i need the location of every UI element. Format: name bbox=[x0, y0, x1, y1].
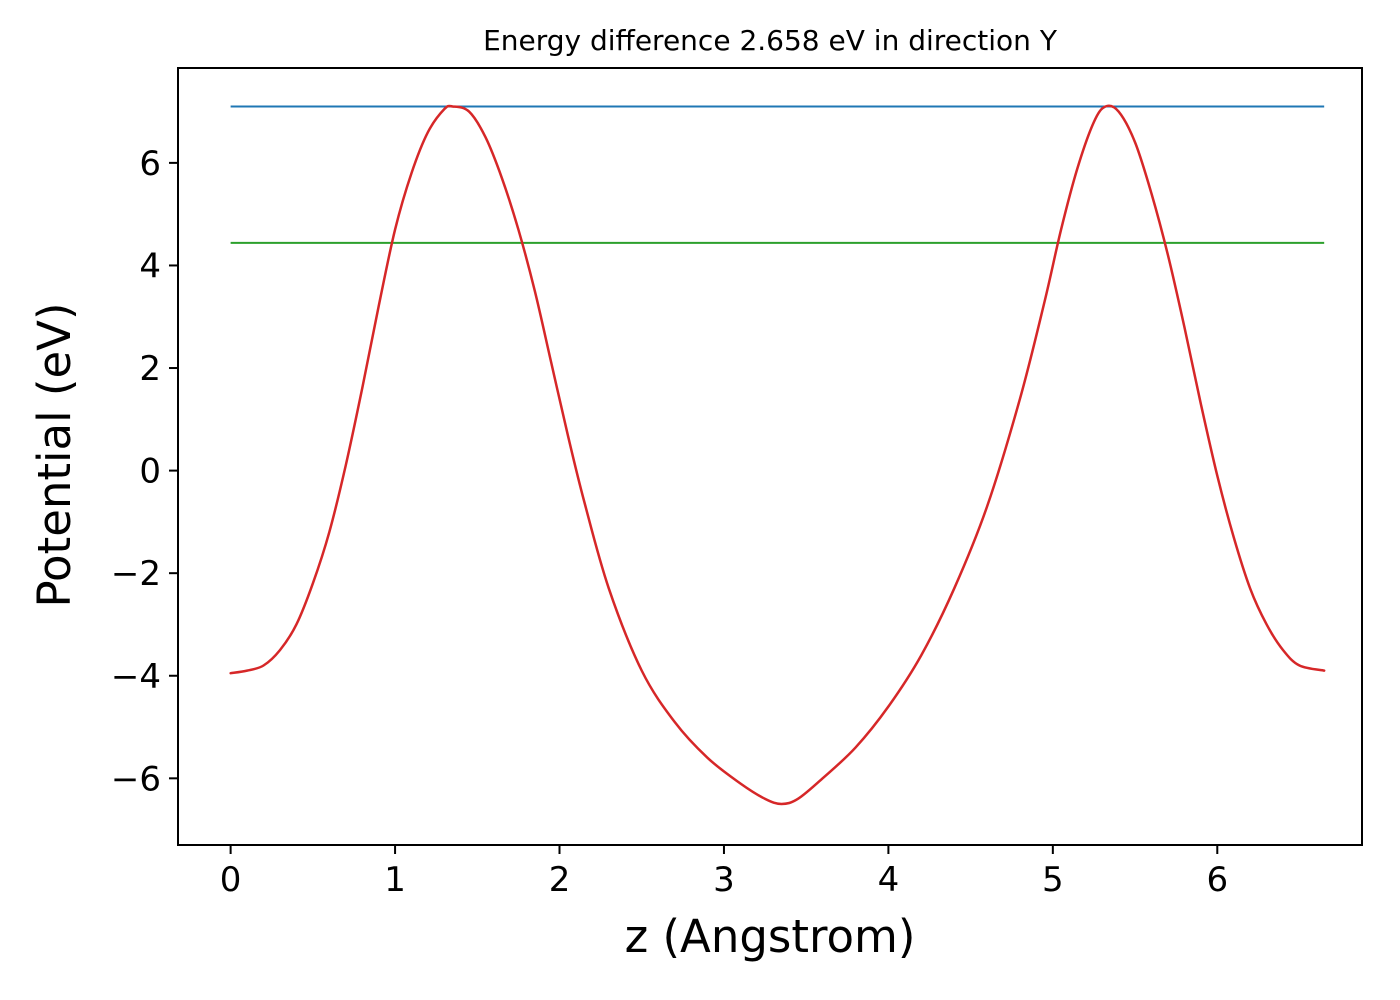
x-tick-label: 3 bbox=[713, 860, 735, 900]
x-tick-label: 6 bbox=[1206, 860, 1228, 900]
y-tick-label: 6 bbox=[139, 144, 161, 184]
y-axis-label: Potential (eV) bbox=[28, 302, 81, 607]
x-tick-label: 4 bbox=[878, 860, 900, 900]
y-tick-label: −4 bbox=[111, 657, 161, 697]
x-tick-label: 5 bbox=[1042, 860, 1064, 900]
plot-area: 0 1 2 3 4 5 6 −6 −4 −2 0 2 4 6 bbox=[111, 67, 1363, 900]
x-axis-label: z (Angstrom) bbox=[625, 910, 916, 963]
y-tick-label: −2 bbox=[111, 554, 161, 594]
y-tick-label: 0 bbox=[139, 452, 161, 492]
axes-frame bbox=[177, 67, 1363, 846]
x-tick-label: 0 bbox=[220, 860, 242, 900]
potential-curve bbox=[229, 104, 1326, 806]
x-tick-label: 1 bbox=[384, 860, 406, 900]
y-tick-label: 4 bbox=[139, 246, 161, 286]
x-tick-label: 2 bbox=[549, 860, 571, 900]
y-tick-label: −6 bbox=[111, 759, 161, 799]
y-tick-label: 2 bbox=[139, 349, 161, 389]
chart-title: Energy difference 2.658 eV in direction … bbox=[483, 24, 1058, 57]
